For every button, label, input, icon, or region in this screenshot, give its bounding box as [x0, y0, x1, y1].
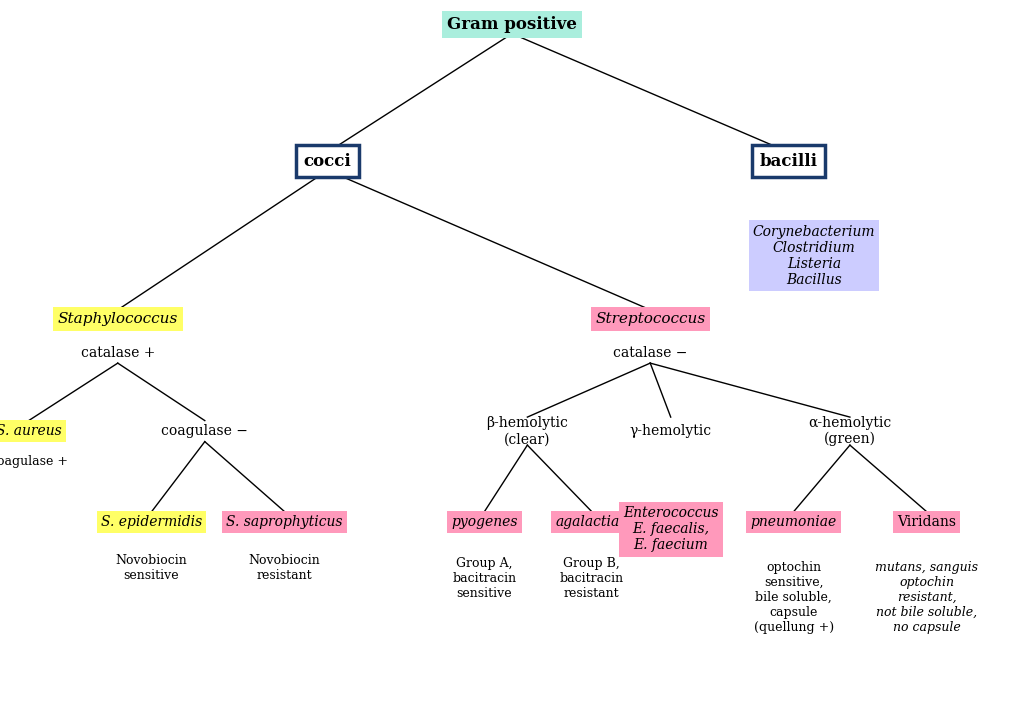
Text: pyogenes: pyogenes: [452, 515, 517, 529]
Text: Novobiocin
resistant: Novobiocin resistant: [249, 554, 321, 582]
Text: optochin
sensitive,
bile soluble,
capsule
(quellung +): optochin sensitive, bile soluble, capsul…: [754, 561, 834, 634]
Text: Enterococcus
E. faecalis,
E. faecium: Enterococcus E. faecalis, E. faecium: [623, 506, 719, 552]
Text: β-hemolytic
(clear): β-hemolytic (clear): [486, 416, 568, 447]
Text: Group B,
bacitracin
resistant: Group B, bacitracin resistant: [560, 557, 624, 600]
Text: Group A,
bacitracin
sensitive: Group A, bacitracin sensitive: [453, 557, 516, 600]
Text: α-hemolytic
(green): α-hemolytic (green): [808, 416, 892, 447]
Text: coagulase +: coagulase +: [0, 455, 68, 468]
Text: catalase +: catalase +: [81, 346, 155, 360]
Text: Streptococcus: Streptococcus: [595, 312, 706, 326]
Text: bacilli: bacilli: [760, 153, 817, 170]
Text: Novobiocin
sensitive: Novobiocin sensitive: [116, 554, 187, 582]
Text: mutans, sanguis
optochin
resistant,
not bile soluble,
no capsule: mutans, sanguis optochin resistant, not …: [876, 561, 978, 634]
Text: Viridans: Viridans: [897, 515, 956, 529]
Text: agalactiae: agalactiae: [556, 515, 628, 529]
Text: cocci: cocci: [304, 153, 351, 170]
Text: S. aureus: S. aureus: [0, 424, 61, 438]
Text: Gram positive: Gram positive: [447, 16, 577, 33]
Text: Staphylococcus: Staphylococcus: [57, 312, 178, 326]
Text: S. saprophyticus: S. saprophyticus: [226, 515, 343, 529]
Text: Corynebacterium
Clostridium
Listeria
Bacillus: Corynebacterium Clostridium Listeria Bac…: [753, 224, 876, 287]
Text: S. epidermidis: S. epidermidis: [101, 515, 202, 529]
Text: catalase −: catalase −: [613, 346, 687, 360]
Text: pneumoniae: pneumoniae: [751, 515, 837, 529]
Text: coagulase −: coagulase −: [162, 424, 248, 438]
Text: γ-hemolytic: γ-hemolytic: [630, 424, 712, 438]
